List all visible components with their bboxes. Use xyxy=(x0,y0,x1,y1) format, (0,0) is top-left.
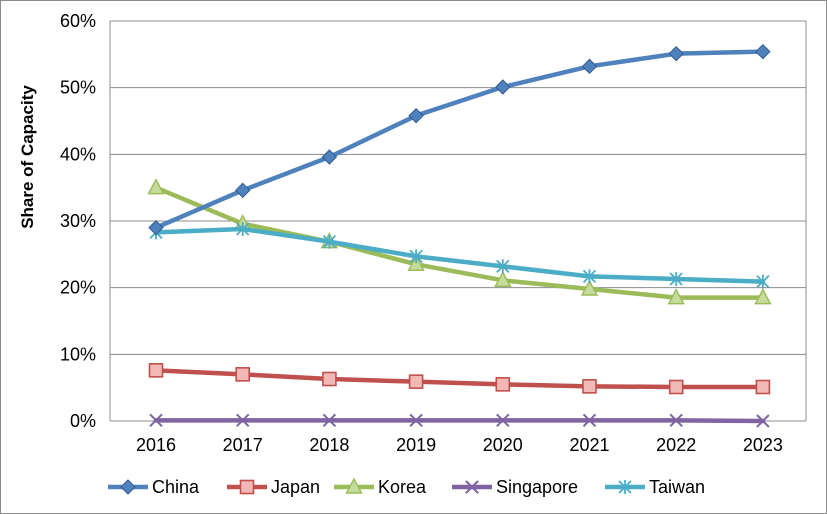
data-point-china xyxy=(234,182,251,199)
x-axis-ticks: 2016 2017 2018 2019 2020 2021 2022 2023 xyxy=(136,435,783,455)
data-point-china xyxy=(148,219,164,236)
data-point-singapore xyxy=(322,413,337,428)
gridlines xyxy=(109,20,807,422)
data-point-singapore xyxy=(149,413,163,428)
data-point-japan xyxy=(148,363,164,378)
x-tick-label: 2019 xyxy=(396,435,436,455)
y-axis-ticks: 0% 10% 20% 30% 40% 50% 60% xyxy=(60,11,96,431)
legend-marker-china xyxy=(120,479,136,495)
data-point-taiwan xyxy=(669,272,683,286)
x-tick-label: 2018 xyxy=(309,435,349,455)
legend-label: Taiwan xyxy=(649,477,705,497)
series-taiwan xyxy=(149,222,770,289)
data-point-taiwan xyxy=(582,269,597,284)
data-point-china xyxy=(755,43,771,60)
series-line-china xyxy=(153,49,766,230)
x-tick-label: 2023 xyxy=(743,435,783,455)
series-line-singapore xyxy=(153,418,766,424)
series-japan xyxy=(148,363,771,395)
data-point-china xyxy=(495,79,511,95)
x-tick-label: 2021 xyxy=(569,435,609,455)
legend-marker-japan xyxy=(239,479,255,495)
y-tick-label: 60% xyxy=(60,11,96,31)
x-tick-label: 2017 xyxy=(223,435,263,455)
data-point-japan xyxy=(668,379,684,395)
y-tick-label: 20% xyxy=(60,278,96,298)
data-point-korea xyxy=(580,279,599,296)
data-point-taiwan xyxy=(756,274,770,289)
data-point-japan xyxy=(495,377,511,392)
y-tick-label: 30% xyxy=(60,211,96,231)
legend-item-singapore: Singapore xyxy=(452,477,578,497)
x-tick-label: 2022 xyxy=(656,435,696,455)
data-point-singapore xyxy=(235,413,250,428)
data-point-singapore xyxy=(409,413,423,428)
data-point-china xyxy=(321,149,338,165)
data-point-japan xyxy=(408,374,424,389)
series-line-taiwan xyxy=(153,226,766,284)
y-axis-label: Share of Capacity xyxy=(18,85,37,229)
data-point-korea xyxy=(754,288,772,305)
data-point-china xyxy=(408,107,424,124)
legend-marker-singapore xyxy=(465,480,479,494)
data-point-japan xyxy=(582,379,597,394)
legend-label: Singapore xyxy=(496,477,578,497)
series-china xyxy=(148,43,771,236)
series-korea xyxy=(147,178,772,305)
data-point-singapore xyxy=(756,414,770,428)
legend-label: Korea xyxy=(378,477,427,497)
y-tick-label: 40% xyxy=(60,144,96,164)
data-point-taiwan xyxy=(496,259,510,274)
y-tick-label: 10% xyxy=(60,344,96,364)
data-point-china xyxy=(668,45,684,62)
data-point-china xyxy=(581,58,598,75)
legend-label: Japan xyxy=(271,477,320,497)
data-point-japan xyxy=(235,367,250,382)
data-point-taiwan xyxy=(322,234,337,249)
y-tick-label: 50% xyxy=(60,78,96,98)
legend-item-taiwan: Taiwan xyxy=(605,477,705,497)
data-point-taiwan xyxy=(409,249,423,264)
x-tick-label: 2016 xyxy=(136,435,176,455)
data-point-taiwan xyxy=(236,222,250,236)
legend-item-korea: Korea xyxy=(334,477,427,497)
data-point-japan xyxy=(755,379,771,395)
legend-marker-taiwan xyxy=(618,480,632,494)
data-point-korea xyxy=(147,178,165,195)
data-point-japan xyxy=(322,371,337,387)
data-point-singapore xyxy=(582,413,597,428)
legend-item-japan: Japan xyxy=(227,477,320,497)
legend-label: China xyxy=(152,477,200,497)
x-tick-label: 2020 xyxy=(483,435,523,455)
data-point-korea xyxy=(494,270,512,288)
legend-item-china: China xyxy=(108,477,200,497)
legend: China Japan Korea Singapore Taiwan xyxy=(108,477,705,497)
data-point-korea xyxy=(667,288,685,305)
y-tick-label: 0% xyxy=(70,411,96,431)
data-point-singapore xyxy=(669,413,683,428)
series-singapore xyxy=(149,413,770,428)
series-layer xyxy=(147,43,772,428)
data-point-singapore xyxy=(496,413,510,428)
series-line-japan xyxy=(153,368,766,390)
series-line-korea xyxy=(153,185,766,300)
legend-marker-korea xyxy=(345,477,363,494)
